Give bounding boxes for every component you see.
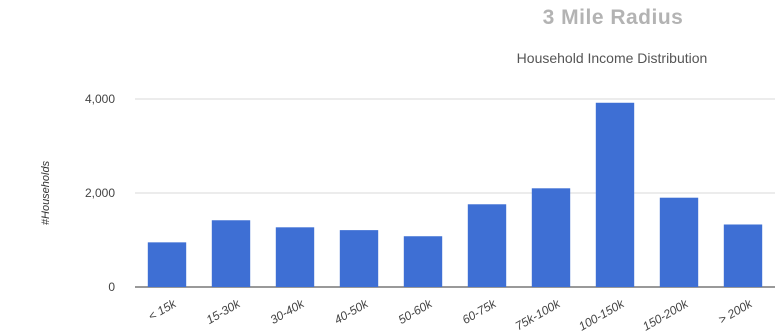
x-tick-label: 100-150k	[576, 296, 627, 334]
x-tick-label: 150-200k	[640, 296, 691, 334]
bar	[275, 227, 315, 287]
bar	[211, 220, 251, 287]
x-tick-label: 50-60k	[396, 296, 436, 327]
bar	[147, 242, 187, 287]
x-tick-label: 40-50k	[332, 296, 372, 327]
y-tick-label: 4,000	[85, 92, 115, 106]
x-tick-label: 75k-100k	[513, 296, 564, 333]
y-axis-title: #Households	[40, 160, 52, 225]
x-tick-label: 30-40k	[268, 296, 308, 327]
bar	[659, 197, 699, 287]
bar	[531, 188, 571, 287]
bar	[403, 236, 443, 287]
x-tick-label: < 15k	[146, 296, 180, 323]
x-tick-label: > 200k	[716, 296, 755, 327]
y-tick-label: 0	[108, 280, 115, 294]
y-tick-label: 2,000	[85, 186, 115, 200]
radius-title: 3 Mile Radius	[542, 6, 684, 29]
chart-title: Household Income Distribution	[516, 50, 708, 66]
x-tick-label: 15-30k	[204, 296, 244, 327]
bar	[339, 230, 379, 287]
bar	[595, 102, 635, 287]
x-tick-label: 60-75k	[460, 296, 500, 327]
bar	[467, 204, 507, 287]
bar	[723, 224, 763, 287]
